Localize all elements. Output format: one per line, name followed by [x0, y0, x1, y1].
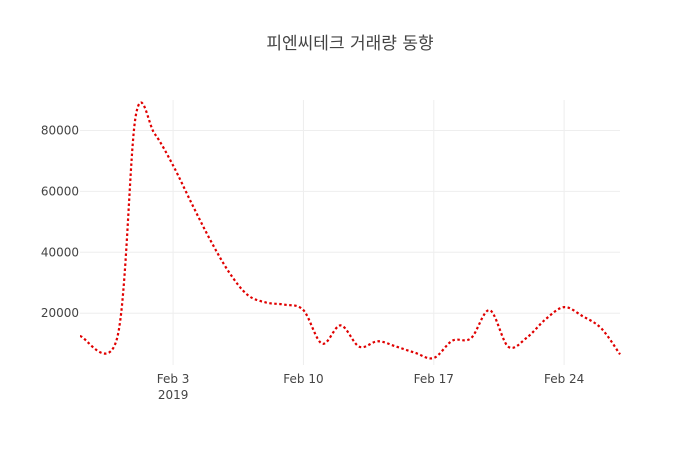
x-tick-label: Feb 24: [544, 372, 584, 386]
y-axis: 20000 40000 60000 80000: [41, 123, 79, 320]
y-tick-label: 40000: [41, 245, 79, 259]
y-tick-label: 80000: [41, 123, 79, 137]
x-axis: Feb 3 2019 Feb 10 Feb 17 Feb 24: [157, 372, 585, 402]
y-tick-label: 60000: [41, 184, 79, 198]
series-line: [79, 101, 621, 360]
grid: [80, 100, 620, 365]
x-tick-label: Feb 10: [283, 372, 323, 386]
x-tick-sublabel: 2019: [158, 388, 189, 402]
y-tick-label: 20000: [41, 306, 79, 320]
x-tick-label: Feb 17: [414, 372, 454, 386]
x-tick-label: Feb 3: [157, 372, 190, 386]
chart-title: 피엔씨테크 거래량 동향: [266, 34, 433, 54]
series-layer: [79, 101, 621, 360]
